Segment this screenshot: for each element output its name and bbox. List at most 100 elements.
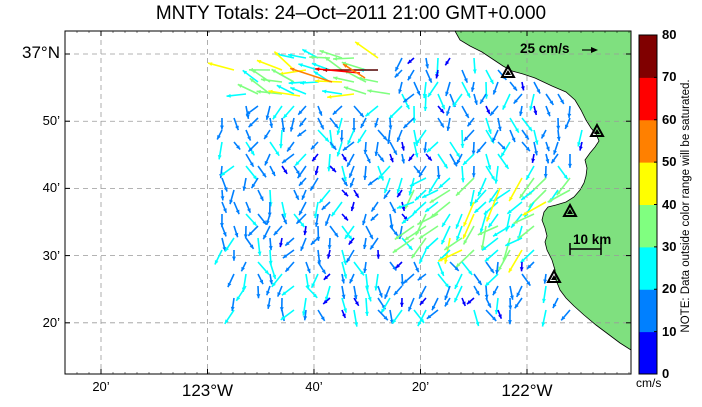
- current-vector: [295, 213, 307, 225]
- current-vector: [418, 165, 427, 178]
- current-vector: [492, 225, 511, 237]
- current-vector: [484, 285, 489, 299]
- current-vector: [427, 81, 439, 98]
- colorbar-unit: cm/s: [636, 376, 662, 390]
- current-vector: [327, 237, 332, 250]
- current-vector: [388, 117, 393, 130]
- current-vector: [242, 69, 259, 83]
- current-vector: [219, 213, 224, 228]
- current-vector: [298, 117, 307, 127]
- current-vector: [322, 89, 343, 95]
- current-vector: [525, 165, 535, 181]
- current-vector: [453, 285, 463, 303]
- current-vector: [394, 225, 415, 241]
- current-vector: [533, 81, 541, 94]
- current-vector: [281, 117, 286, 133]
- current-vector: [435, 69, 440, 79]
- current-vector: [321, 201, 331, 211]
- current-vector: [487, 213, 499, 228]
- colorbar-tick-label: 30: [662, 238, 677, 254]
- map-title: MNTY Totals: 24–Oct–2011 21:00 GMT+0.000: [155, 3, 547, 24]
- current-vector: [485, 309, 497, 322]
- current-vector: [519, 261, 524, 272]
- current-vector: [386, 129, 391, 144]
- current-vector: [564, 117, 571, 130]
- current-vector: [353, 309, 359, 327]
- colorbar-tick-label: 50: [662, 154, 677, 170]
- current-vector: [317, 261, 327, 275]
- current-vector: [256, 285, 261, 299]
- current-vector: [412, 105, 417, 123]
- current-vector: [518, 177, 535, 199]
- current-vector: [268, 237, 273, 251]
- current-vector: [374, 117, 379, 128]
- current-vector: [520, 189, 535, 201]
- current-vector: [402, 117, 415, 129]
- current-vector: [485, 165, 496, 181]
- current-vector: [483, 201, 499, 215]
- current-vector: [322, 297, 331, 305]
- current-vector: [376, 249, 381, 259]
- current-vector: [220, 165, 235, 177]
- current-vector: [449, 153, 458, 167]
- current-vector: [232, 249, 236, 261]
- current-vector: [466, 117, 475, 127]
- current-vector: [389, 261, 398, 272]
- current-vector: [446, 117, 451, 131]
- current-vector: [380, 297, 391, 314]
- current-vector: [552, 297, 559, 309]
- current-vector: [407, 297, 415, 312]
- current-vector: [374, 273, 379, 291]
- current-vector: [317, 117, 325, 130]
- current-vector: [289, 117, 295, 132]
- current-vector: [461, 81, 471, 98]
- current-vector: [317, 249, 322, 265]
- current-vector: [485, 105, 491, 115]
- station-1: [500, 63, 516, 78]
- current-vector: [494, 165, 499, 184]
- current-vector: [341, 297, 347, 313]
- current-vector: [289, 67, 333, 83]
- current-vector: [392, 237, 415, 254]
- current-vector: [520, 81, 525, 91]
- current-vector: [431, 297, 439, 311]
- current-vector: [297, 129, 307, 137]
- current-vector: [454, 273, 463, 290]
- current-vector: [513, 213, 535, 225]
- current-vector: [207, 62, 235, 71]
- current-vector: [389, 153, 394, 163]
- current-vector: [401, 237, 414, 251]
- current-vector: [396, 129, 403, 143]
- current-vector: [324, 213, 331, 227]
- current-vector: [286, 141, 295, 152]
- current-vector: [349, 273, 355, 284]
- current-vector: [240, 261, 247, 272]
- current-vector: [391, 309, 403, 325]
- current-vector: [477, 177, 487, 197]
- current-vector: [418, 249, 427, 264]
- colorbar-tick-label: 20: [662, 281, 677, 297]
- current-vector: [497, 141, 507, 151]
- current-vector: [257, 165, 267, 178]
- current-vector: [492, 285, 499, 296]
- current-vector: [301, 189, 307, 201]
- current-vector: [507, 309, 512, 325]
- current-vector: [396, 189, 403, 198]
- current-vector: [542, 285, 547, 304]
- current-vector: [269, 273, 274, 285]
- current-vector: [273, 51, 295, 71]
- current-vector: [389, 141, 398, 156]
- current-vector: [481, 237, 499, 252]
- current-vector: [367, 89, 391, 95]
- current-vector: [297, 105, 307, 116]
- current-vector: [309, 177, 319, 192]
- current-vector: [369, 237, 379, 250]
- current-vector: [466, 297, 475, 305]
- current-vector: [437, 273, 450, 289]
- current-vector: [330, 201, 343, 217]
- current-vector: [389, 225, 399, 237]
- current-vector: [266, 297, 271, 309]
- current-vector: [249, 77, 271, 95]
- current-vector: [266, 285, 271, 296]
- current-vector: [327, 153, 331, 172]
